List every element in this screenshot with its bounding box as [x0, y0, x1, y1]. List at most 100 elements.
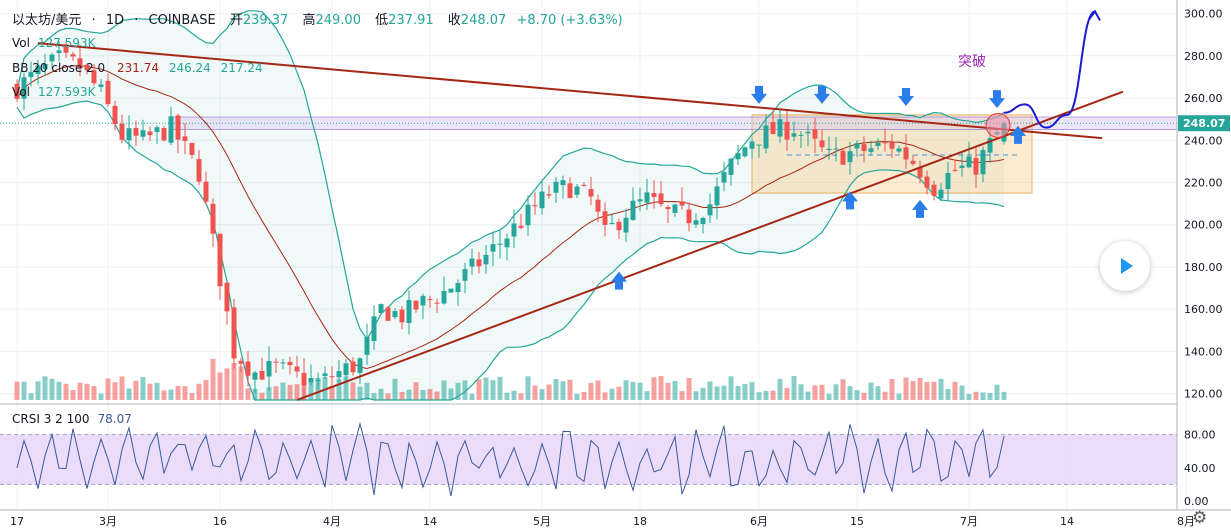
gear-icon[interactable]: ⚙: [1192, 508, 1208, 528]
volume-bar: [693, 391, 699, 400]
candle-body: [735, 153, 741, 160]
price-tick-label: 280.00: [1184, 50, 1223, 63]
volume-bar: [623, 380, 629, 400]
candle-body: [434, 302, 440, 304]
open-value: 239.37: [242, 13, 289, 28]
candle-body: [280, 362, 286, 364]
crsi-band: [0, 434, 1177, 485]
volume-bar: [658, 376, 664, 400]
candle-body: [742, 147, 748, 157]
bollinger-middle: 231.74: [117, 61, 159, 75]
volume-bar: [532, 385, 538, 400]
last-price-tag: [1178, 115, 1230, 132]
candle-body: [336, 371, 342, 378]
candle-body: [413, 300, 419, 310]
crsi-tick-label: 40.00: [1184, 462, 1216, 475]
price-tick-label: 180.00: [1184, 261, 1223, 274]
candle-body: [644, 192, 650, 203]
candle-body: [959, 165, 965, 169]
candle-body: [189, 142, 195, 155]
candle-body: [945, 173, 951, 190]
candle-body: [616, 221, 622, 231]
volume-bar: [455, 382, 461, 400]
candle-body: [812, 129, 818, 139]
candle-body: [147, 131, 153, 136]
close-value: 248.07: [460, 13, 507, 28]
candle-body: [112, 105, 118, 125]
crsi-line: [16, 421, 1005, 497]
candle-body: [882, 142, 888, 144]
price-tick-label: 140.00: [1184, 345, 1223, 358]
candle-body: [756, 144, 762, 146]
candle-body: [672, 204, 678, 213]
volume-bar: [231, 362, 237, 400]
interval: 1D: [105, 13, 125, 28]
candle-body: [840, 150, 846, 165]
bollinger-band-lines: [16, 10, 1005, 401]
candle-body: [518, 225, 524, 228]
candle-body: [469, 258, 475, 267]
arrow-down-icon: [751, 85, 767, 104]
volume-bar: [168, 389, 174, 400]
candle-body: [294, 366, 300, 372]
volume-bar: [126, 388, 132, 400]
volume-bar: [889, 379, 895, 400]
candle-body: [581, 184, 587, 186]
volume-bar: [406, 389, 412, 400]
volume-bar: [42, 376, 48, 400]
candle-body: [763, 125, 769, 149]
volume-bar: [546, 384, 552, 400]
volume-bar: [350, 382, 356, 400]
volume-bar: [497, 376, 503, 400]
candle-body: [980, 149, 986, 175]
candle-body: [231, 307, 237, 359]
volume-bar: [273, 386, 279, 400]
arrow-down-icon: [989, 90, 1005, 109]
volume-bar: [868, 382, 874, 400]
breakout-circle: [985, 112, 1011, 138]
volume-bar: [896, 393, 902, 400]
volume-bar: [196, 383, 202, 400]
candle-body: [497, 243, 503, 245]
close-label: 收: [447, 13, 461, 28]
volume-bar: [308, 382, 314, 400]
candle-body: [679, 201, 685, 206]
bollinger-lower: 217.24: [220, 61, 263, 75]
volume-bar: [21, 381, 27, 400]
candle-body: [420, 295, 426, 306]
volume-bar: [392, 378, 398, 400]
play-button[interactable]: [1100, 241, 1150, 291]
candle-body: [427, 299, 433, 301]
breakout-label: 突破: [958, 54, 986, 70]
candle-body: [84, 64, 90, 71]
volume-bar: [210, 358, 216, 400]
volume-bar: [385, 393, 391, 400]
volume-bar: [518, 393, 524, 400]
volume-bar: [686, 377, 692, 400]
candle-body: [490, 244, 496, 252]
bollinger-upper-line: [16, 10, 1005, 341]
volume-bar: [756, 392, 762, 400]
candle-body: [287, 361, 293, 366]
volume-bar: [812, 385, 818, 400]
volume-bar: [784, 387, 790, 400]
volume-bar: [462, 380, 468, 400]
volume-value: 127.593K: [37, 36, 96, 50]
volume-bar: [952, 381, 958, 400]
candle-body: [546, 194, 552, 196]
candle-body: [826, 148, 832, 151]
trendline-ascending: [296, 90, 1124, 401]
volume-bar: [371, 393, 377, 400]
high-value: 249.00: [315, 13, 361, 28]
volume-bar: [147, 383, 153, 400]
volume-bar: [469, 393, 475, 400]
volume-bar: [945, 389, 951, 400]
symbol-header: 以太坊/美元 · 1D · COINBASE 开239.37 高249.00 低…: [12, 13, 623, 28]
candle-body: [273, 361, 279, 363]
volume-bar: [553, 378, 559, 400]
candle-body: [119, 123, 125, 140]
bollinger-lower-line: [16, 100, 1005, 401]
volume-bar: [217, 372, 223, 400]
volume-bar: [966, 393, 972, 400]
